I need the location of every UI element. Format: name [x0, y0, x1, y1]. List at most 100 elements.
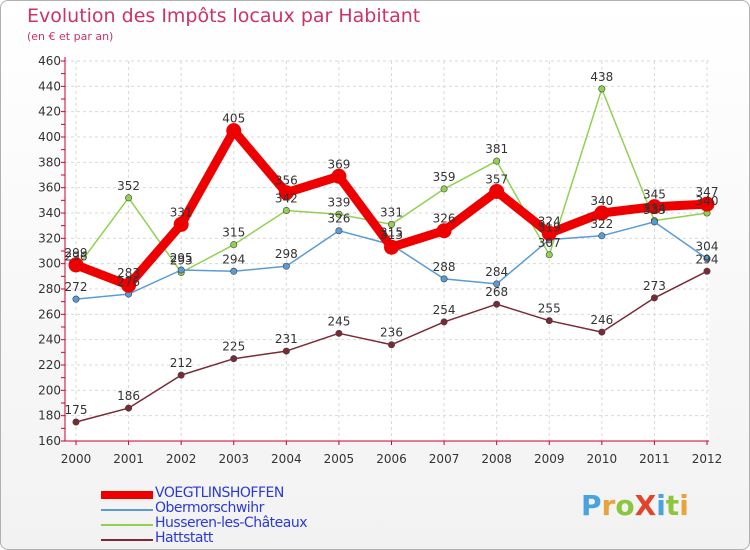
data-label: 236 [380, 326, 403, 340]
data-label: 284 [485, 265, 508, 279]
data-point [650, 218, 658, 226]
data-label: 273 [643, 279, 666, 293]
data-point [230, 355, 238, 363]
data-point [72, 295, 80, 303]
data-point [545, 251, 553, 259]
x-tick-label: 2001 [113, 452, 144, 466]
logo-letter: t [665, 489, 680, 522]
logo-letter: P [581, 489, 602, 522]
y-tick-label: 340 [38, 206, 61, 220]
data-label: 438 [590, 70, 613, 84]
y-tick-label: 280 [38, 282, 61, 296]
data-point [230, 241, 238, 249]
y-tick-label: 220 [38, 358, 61, 372]
data-label: 357 [485, 172, 508, 186]
data-point [125, 404, 133, 412]
data-point [650, 294, 658, 302]
legend-swatch [101, 509, 153, 511]
data-label: 347 [696, 185, 719, 199]
x-tick-label: 2006 [376, 452, 407, 466]
data-point [489, 183, 505, 199]
data-label: 296 [65, 250, 88, 264]
x-tick-label: 2002 [166, 452, 197, 466]
y-tick-label: 320 [38, 231, 61, 245]
data-label: 288 [433, 260, 456, 274]
data-point [125, 194, 133, 202]
data-label: 307 [538, 236, 561, 250]
data-label: 333 [643, 203, 666, 217]
data-label: 324 [538, 214, 561, 228]
data-point [226, 123, 242, 139]
data-label: 186 [117, 389, 140, 403]
x-tick-label: 2011 [639, 452, 670, 466]
proxiti-logo: ProXiti [581, 489, 689, 522]
x-tick-label: 2003 [218, 452, 249, 466]
data-point [177, 371, 185, 379]
data-point [493, 300, 501, 308]
data-point [173, 216, 189, 232]
y-tick-label: 440 [38, 79, 61, 93]
data-point [384, 239, 399, 255]
data-label: 356 [275, 174, 298, 188]
logo-letter: i [679, 489, 689, 522]
y-tick-label: 360 [38, 181, 61, 195]
data-label: 246 [590, 313, 613, 327]
y-tick-label: 380 [38, 155, 61, 169]
data-label: 254 [433, 303, 456, 317]
chart-subtitle: (en € et par an) [27, 30, 114, 43]
data-point [598, 85, 606, 93]
y-tick-label: 260 [38, 307, 61, 321]
data-label: 294 [696, 252, 719, 266]
data-label: 342 [275, 191, 298, 205]
y-tick-label: 300 [38, 257, 61, 271]
data-point [541, 225, 557, 241]
logo-letter: r [601, 489, 616, 522]
data-label: 381 [485, 142, 508, 156]
y-tick-label: 460 [38, 54, 61, 68]
data-label: 175 [65, 403, 88, 417]
data-point [282, 262, 290, 270]
data-point [493, 280, 501, 288]
data-point [335, 210, 343, 218]
data-label: 225 [222, 340, 245, 354]
data-label: 293 [170, 254, 193, 268]
y-tick-label: 420 [38, 105, 61, 119]
legend-label: Husseren-les-Châteaux [155, 515, 308, 531]
x-tick-label: 2004 [271, 452, 302, 466]
data-label: 352 [117, 179, 140, 193]
data-point [699, 196, 715, 212]
data-label: 268 [485, 285, 508, 299]
data-label: 295 [170, 251, 193, 265]
data-point [335, 329, 343, 337]
data-label: 272 [65, 280, 88, 294]
data-label: 231 [275, 332, 298, 346]
legend-label: Hattstatt [155, 530, 213, 546]
data-point [598, 328, 606, 336]
data-label: 315 [380, 226, 403, 240]
x-tick-label: 2008 [481, 452, 512, 466]
data-label: 255 [538, 302, 561, 316]
data-point [282, 347, 290, 355]
data-point [387, 220, 395, 228]
data-point [646, 199, 662, 215]
y-tick-label: 180 [38, 409, 61, 423]
data-point [440, 275, 448, 283]
data-point [72, 418, 80, 426]
data-point [331, 168, 347, 184]
data-point [703, 267, 711, 275]
x-tick-label: 2007 [429, 452, 460, 466]
data-label: 313 [380, 228, 403, 242]
data-label: 245 [327, 314, 350, 328]
data-point [335, 227, 343, 235]
data-label: 294 [222, 252, 245, 266]
legend-label: Obermorschwihr [155, 500, 264, 516]
data-label: 405 [222, 112, 245, 126]
data-label: 359 [433, 170, 456, 184]
data-point [598, 232, 606, 240]
data-label: 369 [327, 157, 350, 171]
data-label: 331 [380, 205, 403, 219]
y-tick-label: 240 [38, 333, 61, 347]
data-label: 299 [65, 246, 88, 260]
